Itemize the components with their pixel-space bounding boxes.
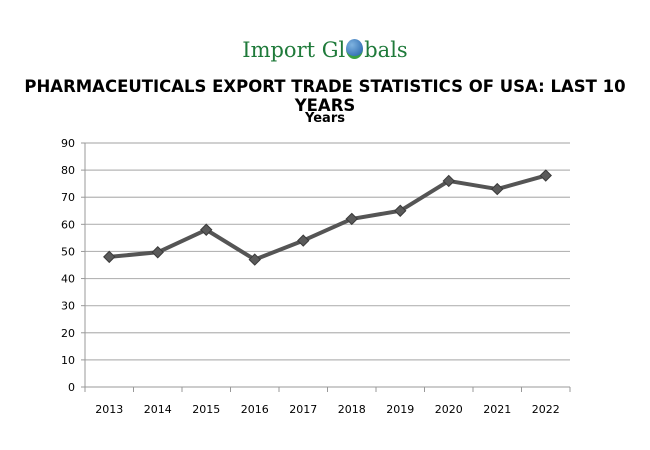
y-tick-label: 80 — [61, 164, 75, 177]
x-tick-label: 2016 — [241, 403, 269, 416]
data-point-marker — [103, 250, 116, 264]
data-point-marker — [539, 169, 552, 182]
logo-text-right: bals — [364, 38, 408, 62]
y-tick-label: 90 — [61, 137, 75, 150]
y-tick-label: 30 — [61, 300, 75, 313]
y-tick-label: 60 — [61, 218, 75, 231]
logo-text-left: Import Gl — [242, 38, 346, 62]
data-point-marker — [394, 204, 407, 217]
y-tick-label: 50 — [61, 245, 75, 258]
data-point-marker — [345, 212, 358, 226]
y-tick-label: 70 — [61, 191, 75, 204]
data-point-marker — [491, 182, 504, 196]
data-point-marker — [248, 253, 261, 266]
data-point-marker — [200, 223, 213, 236]
x-tick-label: 2019 — [386, 403, 414, 416]
chart-title: PHARMACEUTICALS EXPORT TRADE STATISTICS … — [24, 77, 626, 115]
x-tick-label: 2015 — [192, 403, 220, 416]
x-tick-label: 2014 — [144, 403, 172, 416]
y-tick-label: 40 — [61, 273, 75, 286]
import-globals-logo: Import Gl bals — [0, 38, 650, 62]
x-tick-label: 2021 — [483, 403, 511, 416]
x-tick-label: 2013 — [95, 403, 123, 416]
data-point-marker — [151, 246, 164, 259]
x-tick-label: 2018 — [338, 403, 366, 416]
series-line — [109, 173, 547, 262]
y-tick-label: 0 — [68, 381, 75, 394]
y-tick-label: 20 — [61, 327, 75, 340]
x-tick-label: 2020 — [435, 403, 463, 416]
x-tick-label: 2017 — [289, 403, 317, 416]
chart-subtitle: Years — [305, 111, 345, 126]
x-tick-label: 2022 — [532, 403, 560, 416]
globe-icon — [346, 39, 364, 59]
y-tick-label: 10 — [61, 354, 75, 367]
data-point-marker — [297, 234, 310, 247]
data-point-marker — [442, 174, 455, 188]
